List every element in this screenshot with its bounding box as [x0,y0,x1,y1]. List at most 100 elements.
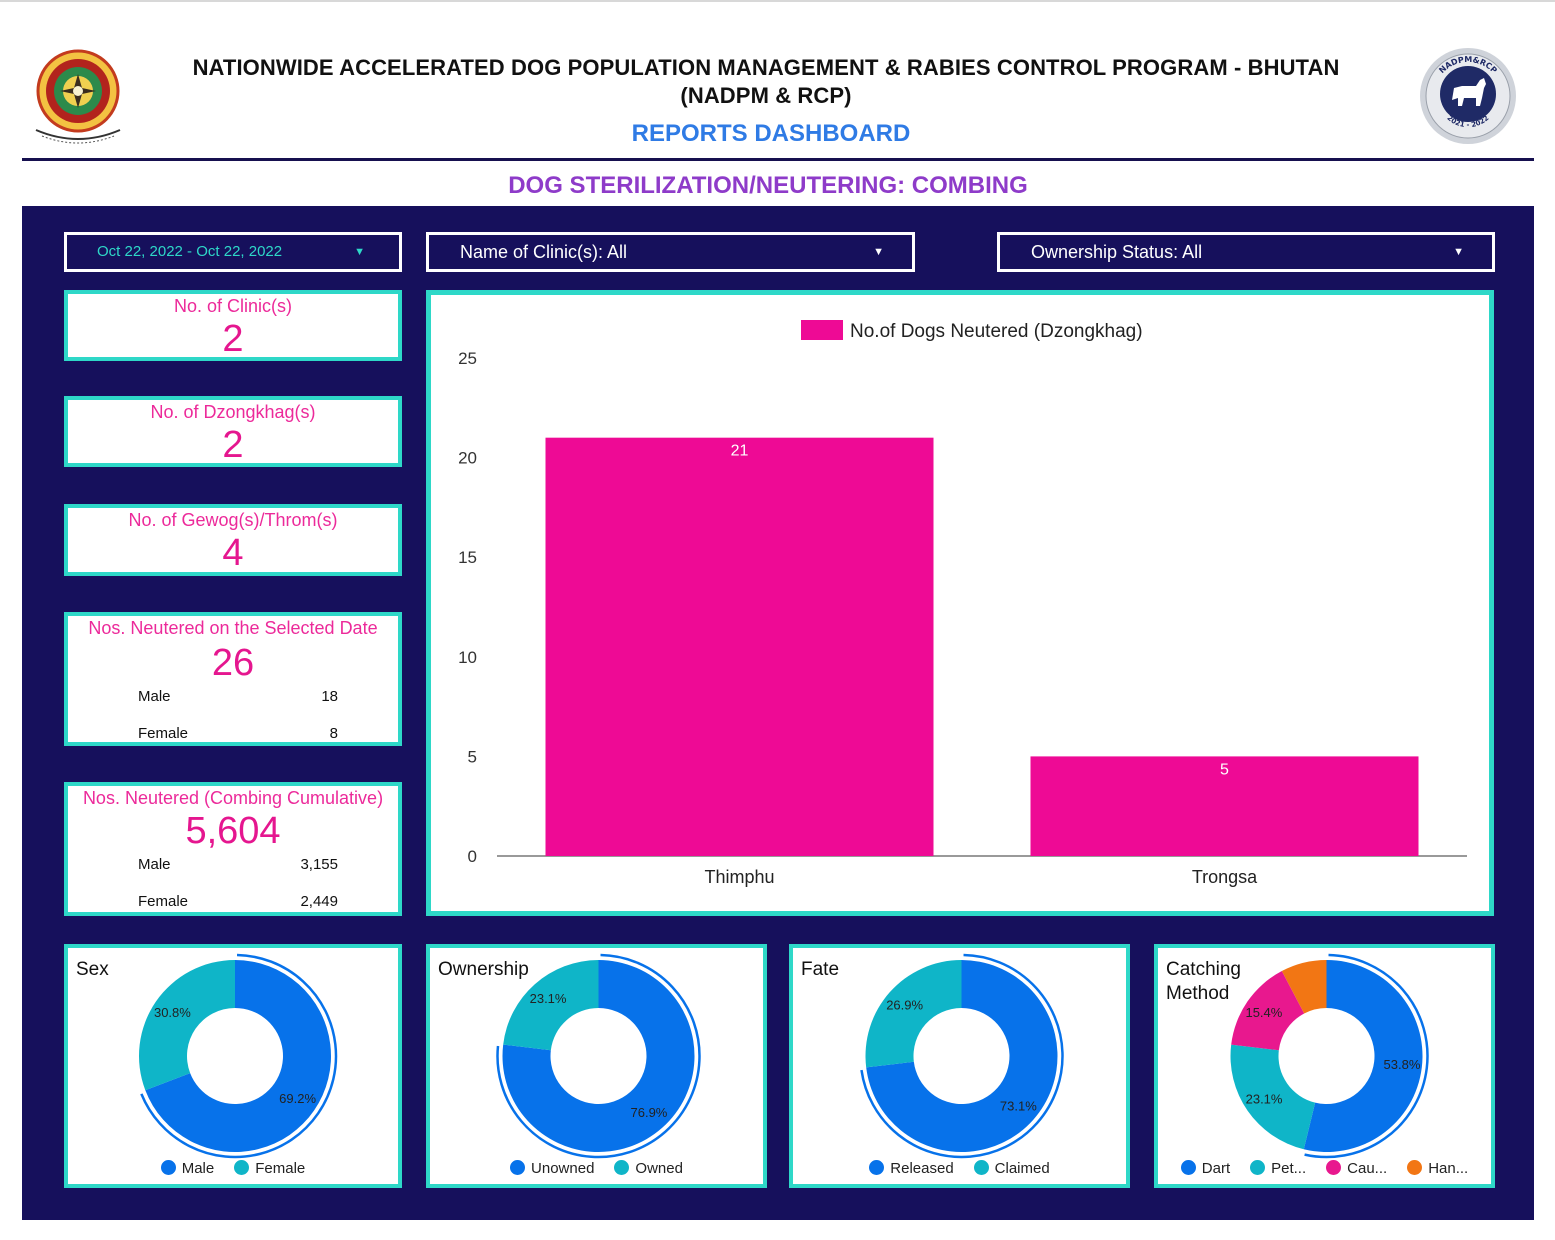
donut-title-sex: Sex [76,959,109,980]
kpi-selected-date-value: 26 [211,642,255,684]
slice-percent-label: 23.1% [530,991,567,1006]
legend-swatch [1326,1160,1342,1175]
legend-swatch [973,1160,989,1175]
x-tick-label: Thimphu [704,867,774,887]
legend-item[interactable]: Unowned [510,1160,594,1177]
legend-swatch [614,1160,630,1175]
donut-title-catching-method: Catching Method [1166,959,1241,1004]
female-label: Female [138,893,189,910]
bar-chart-card: No.of Dogs Neutered (Dzongkhag) 0 5 10 15 20 2… [426,290,1494,916]
donut-chart-catching-method: 53.8% 23.1% 15.4% [1230,953,1429,1159]
kpi-dzongkhags: No. of Dzongkhag(s) 2 [64,396,402,467]
legend-label: Pet... [1271,1160,1307,1177]
date-range-filter[interactable]: Oct 22, 2022 - Oct 22, 2022 ▼ [64,232,402,272]
female-value: 2,449 [300,893,338,910]
selected-slice-outline [860,953,1064,1159]
legend-item[interactable]: Claimed [973,1160,1050,1177]
clinic-filter[interactable]: Name of Clinic(s): All ▼ [426,232,915,272]
slice-percent-label: 23.1% [1246,1091,1283,1106]
donut-title-fate: Fate [801,959,840,980]
slice-female [139,960,235,1091]
kpi-selected-male-row: Male 18 [138,688,338,705]
bar-data-label: 5 [1220,761,1229,778]
y-tick-label: 15 [458,548,477,567]
donut-title-ownership: Ownership [438,959,529,980]
page-title-line2: (NADPM & RCP) [680,83,852,108]
kpi-selected-female-row: Female 8 [138,725,338,742]
donut-chart-fate: 73.1% 26.9% [860,953,1064,1159]
y-tick-label: 0 [468,847,477,866]
kpi-selected-date-title: Nos. Neutered on the Selected Date [88,618,378,638]
kpi-clinics: No. of Clinic(s) 2 [64,290,402,361]
legend-item[interactable]: Cau... [1326,1160,1387,1177]
female-value: 8 [329,725,338,742]
top-border [0,0,1555,2]
donut-legend-ownership: Unowned Owned [430,1160,763,1177]
selected-slice-outline [140,953,338,1159]
slice-percent-label: 69.2% [279,1091,316,1106]
legend-label: No.of Dogs Neutered (Dzongkhag) [850,321,1143,342]
caret-down-icon: ▼ [354,246,365,258]
kpi-cumulative-value: 5,604 [185,810,281,852]
slice-han [1281,960,1327,1014]
legend-swatch [234,1160,250,1175]
donut-card-sex: 69.2% 30.8% Sex Male Female [64,944,402,1188]
male-label: Male [138,688,171,705]
legend-label: Female [255,1160,306,1177]
male-value: 18 [321,688,338,705]
legend-item[interactable]: Released [869,1160,954,1177]
kpi-clinics-value: 2 [222,318,244,360]
slice-pet [1230,1044,1316,1150]
legend-item[interactable]: Pet... [1250,1160,1306,1177]
slice-unowned [502,960,695,1152]
legend-label: Cau... [1347,1160,1388,1177]
donut-chart-sex: 69.2% 30.8% [139,953,338,1159]
legend-item[interactable]: Owned [614,1160,683,1177]
ownership-filter-label: Ownership Status: All [1031,242,1203,262]
slice-male [145,960,331,1152]
donut-card-ownership: 76.9% 23.1% Ownership Unowned Owned [426,944,767,1188]
slice-percent-label: 30.8% [154,1005,191,1020]
kpi-selected-date: Nos. Neutered on the Selected Date 26 Ma… [64,612,402,746]
selected-slice-outline [496,953,701,1159]
slice-claimed [865,960,962,1068]
dashboard-subtitle: REPORTS DASHBOARD [631,120,911,147]
kpi-cumulative-female-row: Female 2,449 [138,893,338,910]
legend-label: Dart [1201,1160,1231,1177]
y-tick-label: 10 [458,648,477,667]
kpi-cumulative: Nos. Neutered (Combing Cumulative) 5,604… [64,782,402,916]
bar-data-label: 21 [731,443,749,460]
legend-swatch [801,320,843,340]
legend-label: Released [890,1160,954,1177]
caret-down-icon: ▼ [1453,246,1464,258]
kpi-dzongkhags-title: No. of Dzongkhag(s) [150,402,316,422]
selected-slice-outline [1304,953,1429,1159]
y-tick-label: 25 [458,349,477,368]
legend-label: Male [181,1160,215,1177]
date-range-label: Oct 22, 2022 - Oct 22, 2022 [97,243,283,260]
kpi-cumulative-male-row: Male 3,155 [138,856,338,873]
donut-legend-sex: Male Female [68,1160,398,1177]
legend-item[interactable]: Dart [1180,1160,1231,1177]
clinic-filter-label: Name of Clinic(s): All [460,242,628,262]
bhutan-emblem-icon [35,49,121,144]
page-title-line1: NATIONWIDE ACCELERATED DOG POPULATION MA… [192,55,1340,80]
kpi-cumulative-title: Nos. Neutered (Combing Cumulative) [82,788,384,808]
slice-percent-label: 15.4% [1245,1005,1282,1020]
caret-down-icon: ▼ [873,246,884,258]
donut-card-catching-method: 53.8% 23.1% 15.4% Catching Method Dart Pet.… [1154,944,1495,1188]
slice-percent-label: 53.8% [1384,1057,1421,1072]
x-tick-label: Trongsa [1192,867,1258,887]
bar-trongsa [1030,756,1419,856]
kpi-gewogs-value: 4 [222,532,244,574]
legend-label: Claimed [994,1160,1050,1177]
legend-item[interactable]: Male [160,1160,215,1177]
nadpm-rcp-dog-logo-icon: NADPM&RCP 2021 - 2022 [1420,48,1516,144]
ownership-filter[interactable]: Ownership Status: All ▼ [997,232,1495,272]
donut-card-fate: 73.1% 26.9% Fate Released Claimed [789,944,1130,1188]
legend-item[interactable]: Han... [1407,1160,1468,1177]
legend-item[interactable]: Female [234,1160,305,1177]
bar-chart: No.of Dogs Neutered (Dzongkhag) 0 5 10 15 20 2… [458,320,1467,887]
female-label: Female [138,725,189,742]
